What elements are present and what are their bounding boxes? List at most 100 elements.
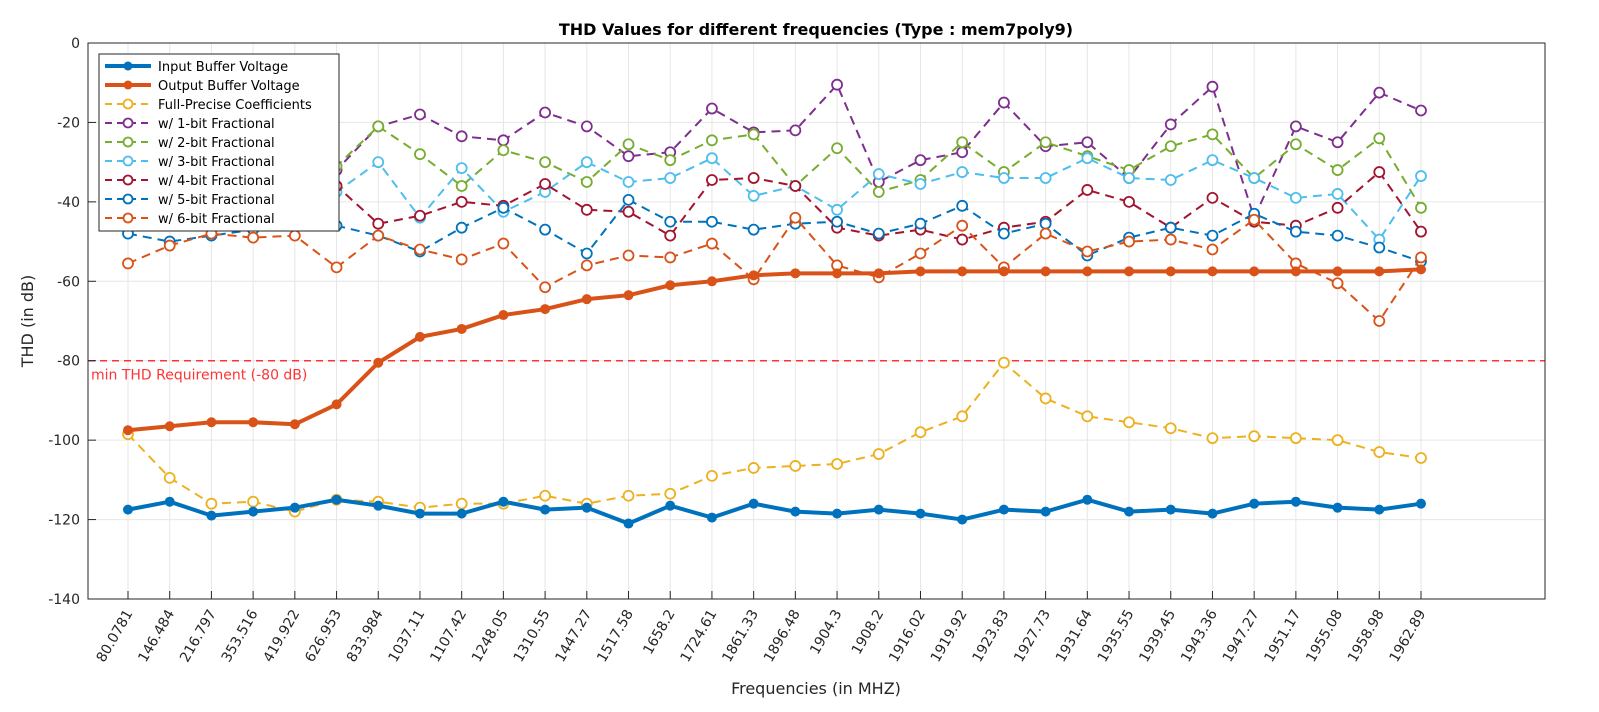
data-point — [580, 156, 593, 169]
series-line — [127, 198, 1422, 263]
x-tick-label: 1931.64 — [1053, 607, 1096, 665]
data-point — [706, 152, 718, 165]
data-point — [497, 237, 510, 250]
series-line — [127, 125, 1422, 209]
data-point — [580, 120, 593, 133]
legend-swatch-marker — [122, 155, 134, 167]
data-point — [748, 270, 759, 281]
data-point — [331, 494, 342, 505]
data-point — [414, 331, 425, 342]
plot-frame — [87, 42, 1546, 600]
data-point — [414, 108, 426, 121]
x-tick-label: 1908.2 — [849, 607, 887, 657]
data-point — [580, 247, 593, 260]
data-point — [873, 268, 884, 279]
data-point — [1206, 128, 1219, 141]
data-point — [622, 193, 635, 206]
data-point — [622, 176, 635, 188]
data-point — [665, 500, 676, 511]
data-point — [831, 203, 843, 216]
x-tick-label: 1248.05 — [469, 607, 512, 665]
data-point — [1039, 136, 1052, 149]
legend-item: w/ 5-bit Fractional — [105, 193, 275, 208]
data-point — [914, 426, 927, 439]
data-point — [1416, 264, 1426, 275]
data-point — [247, 495, 260, 508]
data-point — [956, 199, 969, 212]
data-point — [747, 189, 760, 202]
data-point — [956, 166, 969, 178]
x-axis-title: Frequencies (in MHZ) — [731, 679, 901, 698]
y-tick-label: -60 — [57, 274, 80, 290]
data-point — [872, 168, 885, 180]
data-point — [872, 448, 885, 460]
data-point — [455, 162, 468, 175]
data-point — [372, 229, 385, 242]
x-tick-label: 1310.55 — [511, 607, 554, 665]
data-point — [1207, 266, 1218, 277]
data-point — [1415, 225, 1427, 238]
legend-swatch-marker — [122, 212, 134, 224]
x-tick-label: 1962.89 — [1387, 607, 1430, 665]
data-point — [123, 425, 133, 436]
data-point — [1248, 430, 1261, 443]
series-1 — [123, 494, 1426, 529]
data-point — [289, 502, 300, 513]
data-point — [1164, 233, 1177, 246]
data-point — [372, 120, 385, 133]
y-tick-label: -40 — [57, 195, 80, 211]
data-point — [957, 514, 968, 525]
data-point — [1416, 498, 1426, 509]
data-point — [623, 518, 634, 529]
data-point — [1206, 432, 1219, 445]
legend-item: Output Buffer Voltage — [105, 79, 300, 94]
data-point — [540, 304, 551, 315]
data-point — [455, 130, 468, 143]
data-point — [1164, 118, 1177, 131]
data-point — [664, 215, 677, 228]
legend-item: w/ 3-bit Fractional — [105, 155, 275, 170]
x-tick-label: 1943.36 — [1178, 607, 1221, 665]
legend-label: Full-Precise Coefficients — [158, 98, 312, 113]
data-point — [1331, 229, 1344, 242]
data-point — [1373, 86, 1386, 99]
data-point — [831, 78, 843, 91]
x-tick-label: 1037.11 — [386, 607, 429, 665]
legend-swatch-marker — [122, 136, 134, 148]
data-point — [1081, 136, 1094, 149]
data-point — [1249, 498, 1260, 509]
data-point — [790, 506, 801, 517]
series-line — [127, 216, 1422, 322]
data-point — [1332, 502, 1343, 513]
data-point — [498, 310, 509, 321]
x-tick-label: 1658.2 — [640, 607, 678, 657]
x-tick-label: 1447.27 — [552, 607, 595, 665]
data-point — [123, 504, 133, 515]
data-point — [1206, 154, 1219, 167]
x-tick-label: 1939.45 — [1136, 607, 1179, 665]
data-point — [1081, 152, 1094, 165]
data-point — [456, 508, 467, 519]
data-point — [1207, 508, 1218, 519]
legend-item: w/ 1-bit Fractional — [105, 117, 275, 132]
data-point — [622, 150, 635, 163]
data-point — [1331, 434, 1344, 447]
data-point — [872, 227, 885, 240]
data-point — [1289, 432, 1302, 445]
series-9 — [122, 211, 1427, 327]
series-group — [122, 78, 1427, 529]
data-point — [706, 469, 718, 482]
data-point — [498, 496, 509, 507]
x-tick-label: 1916.02 — [886, 607, 929, 665]
data-point — [873, 504, 884, 515]
data-point — [122, 257, 134, 270]
legend-label: w/ 1-bit Fractional — [158, 117, 275, 132]
data-point — [373, 500, 384, 511]
data-point — [539, 223, 551, 236]
data-point — [998, 96, 1010, 109]
data-point — [1164, 221, 1177, 234]
y-tick-label: -80 — [57, 354, 80, 370]
data-point — [539, 489, 551, 502]
y-axis-title: THD (in dB) — [18, 275, 37, 369]
